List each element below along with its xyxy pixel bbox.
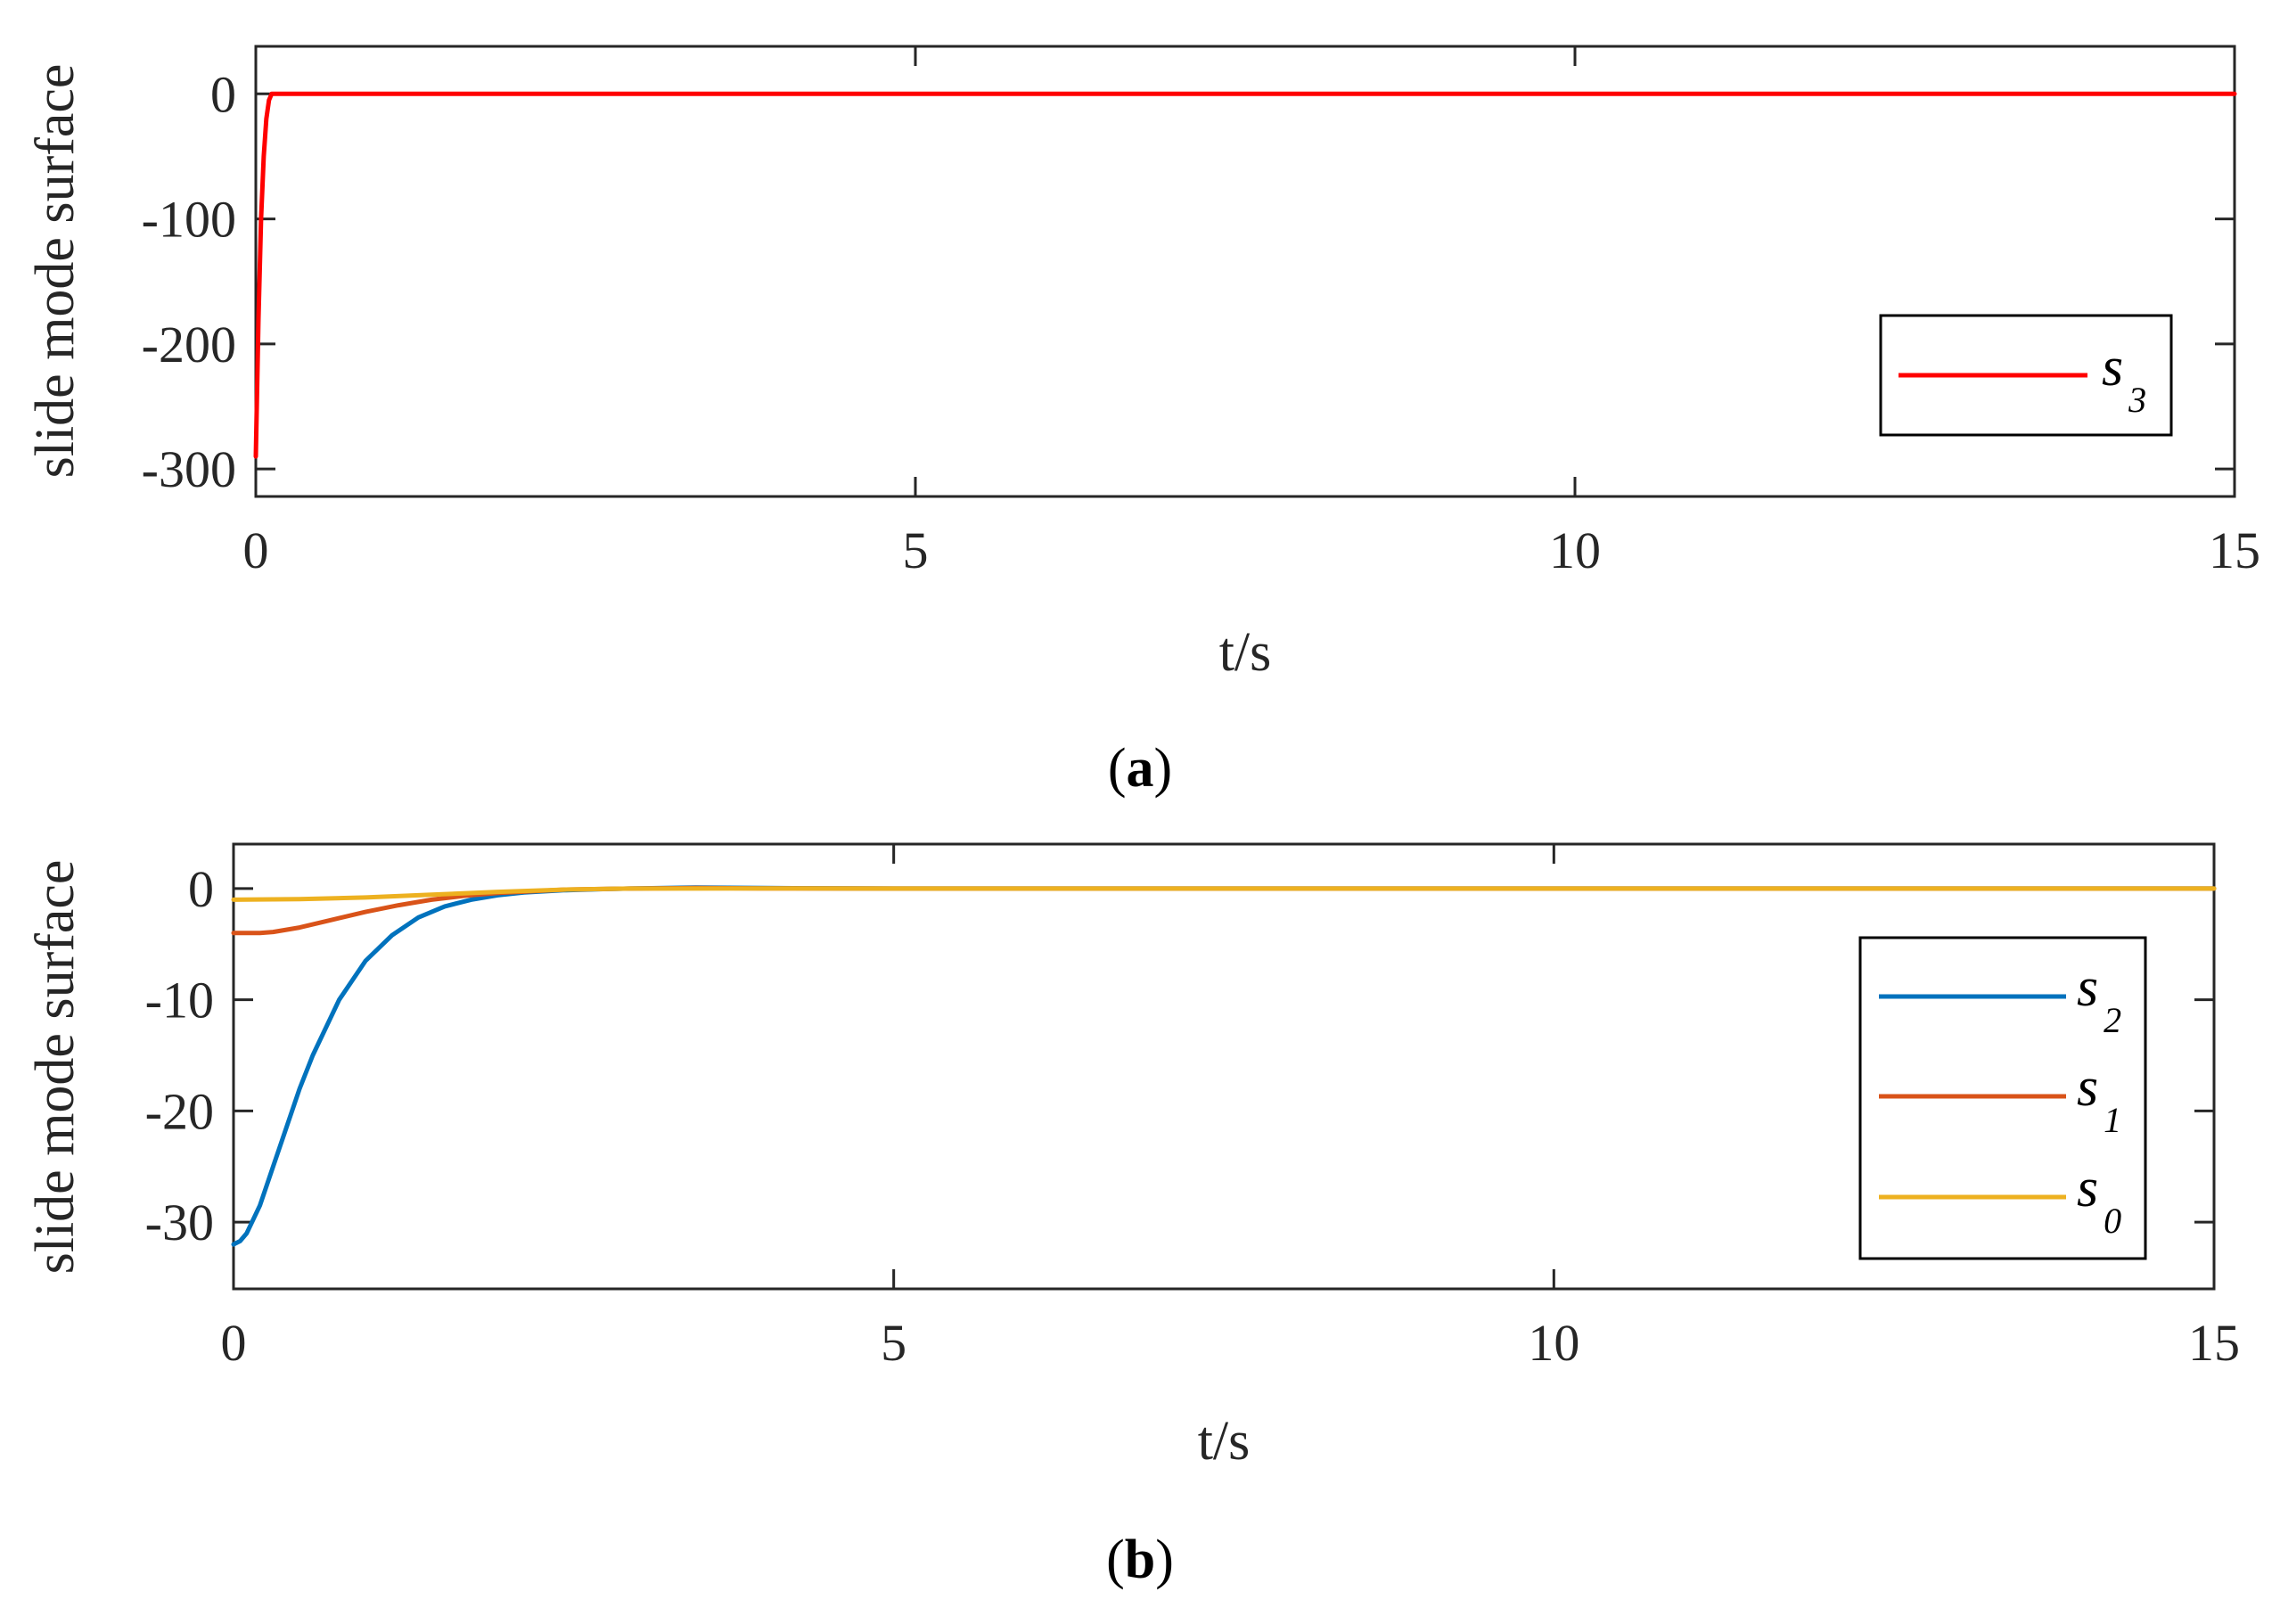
legend-symbol-s2: s <box>2077 957 2098 1018</box>
series-lines-a <box>253 91 2237 459</box>
legend-a: s3 <box>1879 314 2173 437</box>
legend-label-s2: s2 <box>2077 957 2121 1040</box>
legend-symbol-s0: s <box>2077 1158 2098 1218</box>
y-tick-label-a--300: -300 <box>142 440 236 498</box>
legend-subscript-s3: 3 <box>2128 380 2146 420</box>
tick-labels-b: 0 5 10 150-10-20-30 <box>145 860 2240 1372</box>
legend-label-s1: s1 <box>2077 1057 2121 1140</box>
x-tick-label-b-15: 15 <box>2188 1314 2240 1372</box>
x-tick-label-a-0: 0 <box>243 521 269 579</box>
series-line-a-s3 <box>253 91 2237 459</box>
y-tick-label-b--10: -10 <box>145 972 214 1029</box>
legend-symbol-s3: s <box>2102 337 2123 398</box>
series-line-b-s0 <box>231 886 2217 902</box>
chart-panel-a: 0 5 10 15 0 -100 -200 -300 slide mode surface t… <box>25 45 2260 799</box>
x-tick-label-a-5: 5 <box>903 521 929 579</box>
chart-panel-b: 0 5 10 150-10-20-30 slide mode surface t/s … <box>25 842 2240 1590</box>
x-tick-label-b-0: 0 <box>221 1314 247 1372</box>
y-tick-label-a--100: -100 <box>142 191 236 249</box>
y-tick-label-b--20: -20 <box>145 1082 214 1140</box>
legend-symbol-s1: s <box>2077 1057 2098 1118</box>
y-axis-label-a: slide mode surface <box>25 64 86 479</box>
x-tick-label-b-10: 10 <box>1528 1314 1579 1372</box>
panel-letter-b: b <box>1125 1530 1155 1590</box>
x-tick-label-b-5: 5 <box>881 1314 906 1372</box>
x-tick-label-a-15: 15 <box>2209 521 2260 579</box>
legend-label-s3: s3 <box>2102 337 2146 420</box>
legend-subscript-s0: 0 <box>2104 1201 2121 1241</box>
legend-subscript-s2: 2 <box>2104 1000 2121 1040</box>
tick-labels-a: 0 5 10 15 0 -100 -200 -300 <box>142 65 2260 579</box>
y-tick-label-a--200: -200 <box>142 316 236 373</box>
y-tick-label-a-0: 0 <box>210 65 236 123</box>
series-lines-b <box>231 885 2217 1247</box>
y-axis-label-b: slide mode surface <box>25 860 86 1275</box>
x-axis-label-b: t/s <box>1198 1411 1251 1472</box>
x-axis-label-a: t/s <box>1219 622 1272 683</box>
legend-subscript-s1: 1 <box>2104 1100 2121 1140</box>
y-tick-label-b--30: -30 <box>145 1193 214 1251</box>
legend-label-s0: s0 <box>2077 1158 2121 1241</box>
x-tick-label-a-10: 10 <box>1549 521 1601 579</box>
legend-b: s2 s1 s0 <box>1858 936 2147 1260</box>
panel-letter-a: a <box>1127 738 1154 799</box>
panel-label-b: (b) <box>1106 1530 1174 1590</box>
panel-label-a: (a) <box>1108 738 1172 799</box>
y-tick-label-b-0: 0 <box>188 860 214 918</box>
